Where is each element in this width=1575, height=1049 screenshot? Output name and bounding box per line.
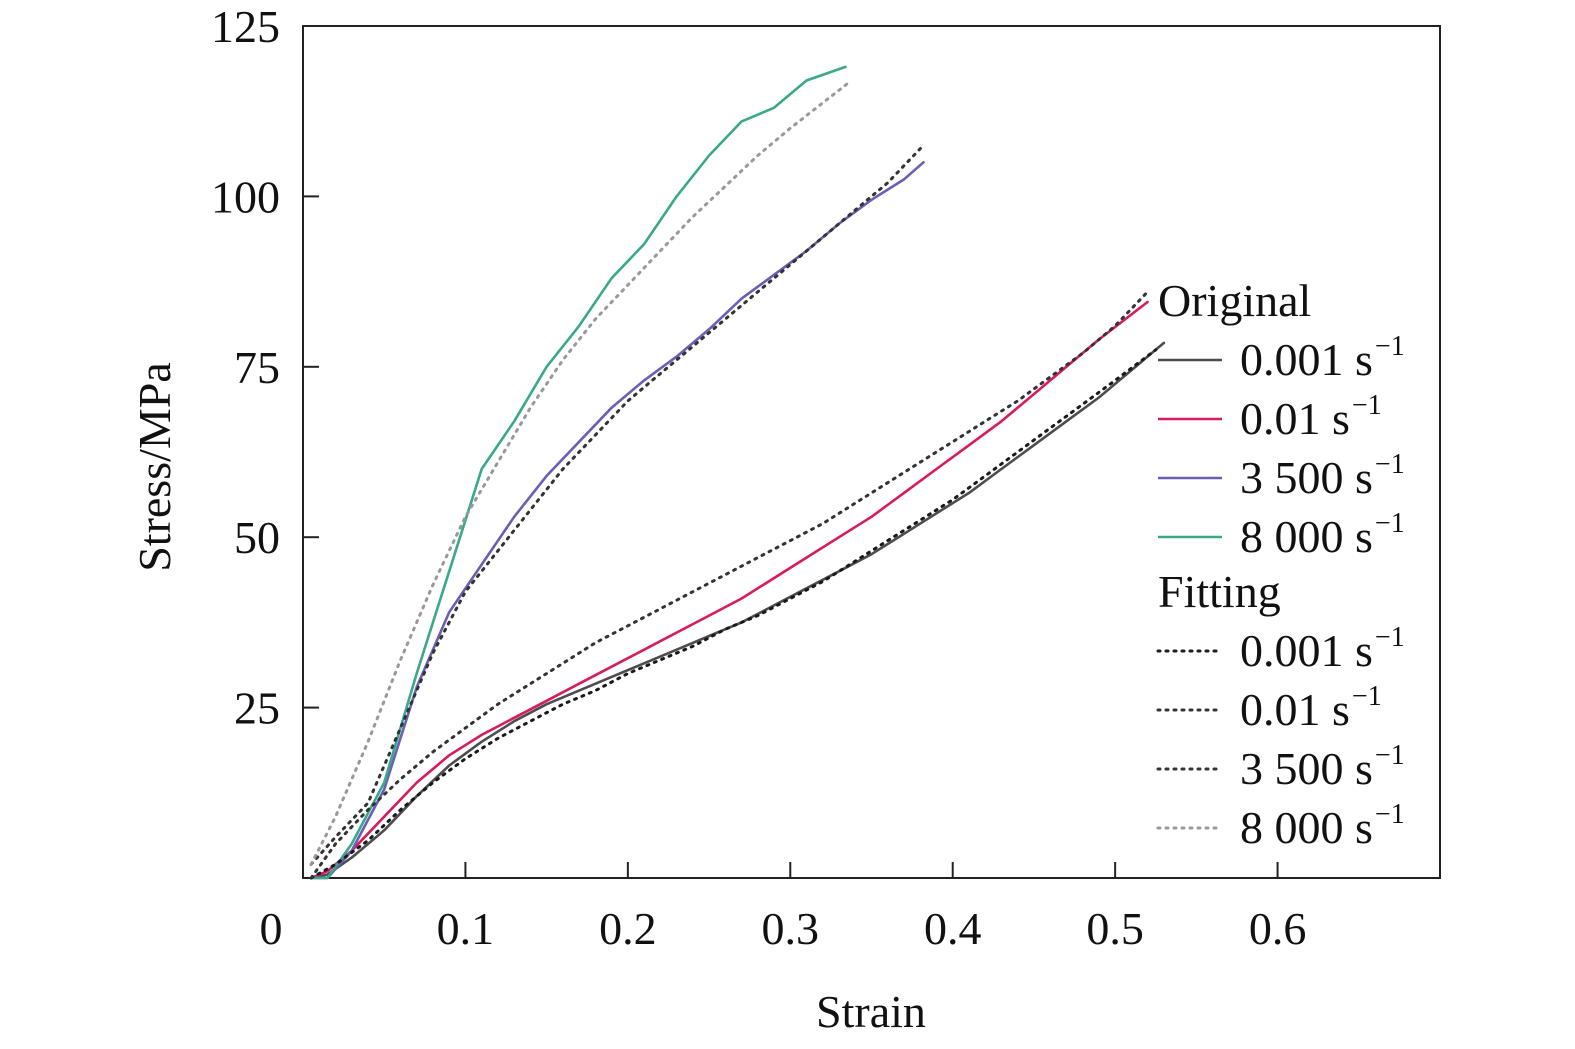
x-tick-label: 0.3 bbox=[762, 903, 820, 954]
legend-entry-label: 8 000 s bbox=[1240, 511, 1373, 562]
x-tick-label: 0.6 bbox=[1249, 903, 1307, 954]
x-tick-label: 0.5 bbox=[1086, 903, 1144, 954]
legend-entry-label: 0.01 s bbox=[1240, 393, 1350, 444]
legend-entry-label: 0.001 s bbox=[1240, 334, 1373, 385]
x-axis-title: Strain bbox=[816, 986, 926, 1037]
legend-entry-label: 0.001 s bbox=[1240, 625, 1373, 676]
y-axis-title: Stress/MPa bbox=[129, 362, 180, 572]
legend-entry-superscript: −1 bbox=[1375, 508, 1405, 539]
original-series-line-3 bbox=[309, 65, 847, 880]
x-tick-label: 0.2 bbox=[599, 903, 657, 954]
y-tick-label: 75 bbox=[234, 342, 280, 393]
legend-entry-label: 0.01 s bbox=[1240, 684, 1350, 735]
legend-group-title: Original bbox=[1158, 275, 1311, 326]
original-series-line-1 bbox=[309, 300, 1149, 880]
legend-entry-superscript: −1 bbox=[1375, 799, 1405, 830]
axis-ticks: 0 0.1 0.2 0.3 0.4 0.5 0.6 25 50 75 100 125 bbox=[211, 1, 1306, 954]
legend-entry-superscript: −1 bbox=[1375, 449, 1405, 480]
fitting-series-line-4 bbox=[309, 348, 1158, 880]
y-tick-label: 50 bbox=[234, 512, 280, 563]
legend-entry-superscript: −1 bbox=[1352, 390, 1382, 421]
legend-group-title: Fitting bbox=[1158, 566, 1281, 617]
legend-entry-superscript: −1 bbox=[1375, 622, 1405, 653]
x-tick-label: 0 bbox=[260, 903, 283, 954]
legend-entry-superscript: −1 bbox=[1375, 740, 1405, 771]
x-tick-label: 0.4 bbox=[924, 903, 982, 954]
fitting-series-line-5 bbox=[309, 290, 1150, 880]
legend-entry-label: 3 500 s bbox=[1240, 452, 1373, 503]
plot-frame bbox=[302, 25, 1441, 879]
legend-entry-label: 3 500 s bbox=[1240, 743, 1373, 794]
legend-entry-superscript: −1 bbox=[1375, 331, 1405, 362]
legend-entry-label: 8 000 s bbox=[1240, 802, 1373, 853]
legend-entry-superscript: −1 bbox=[1352, 681, 1382, 712]
y-tick-label: 125 bbox=[211, 1, 280, 52]
y-tick-label: 25 bbox=[234, 683, 280, 734]
original-series-line-2 bbox=[309, 161, 925, 880]
fitting-series-line-6 bbox=[309, 143, 925, 866]
y-tick-label: 100 bbox=[211, 171, 280, 222]
series-layer bbox=[309, 65, 1166, 880]
fitting-series-line-7 bbox=[309, 82, 849, 866]
original-series-line-0 bbox=[309, 341, 1166, 880]
x-tick-label: 0.1 bbox=[437, 903, 495, 954]
